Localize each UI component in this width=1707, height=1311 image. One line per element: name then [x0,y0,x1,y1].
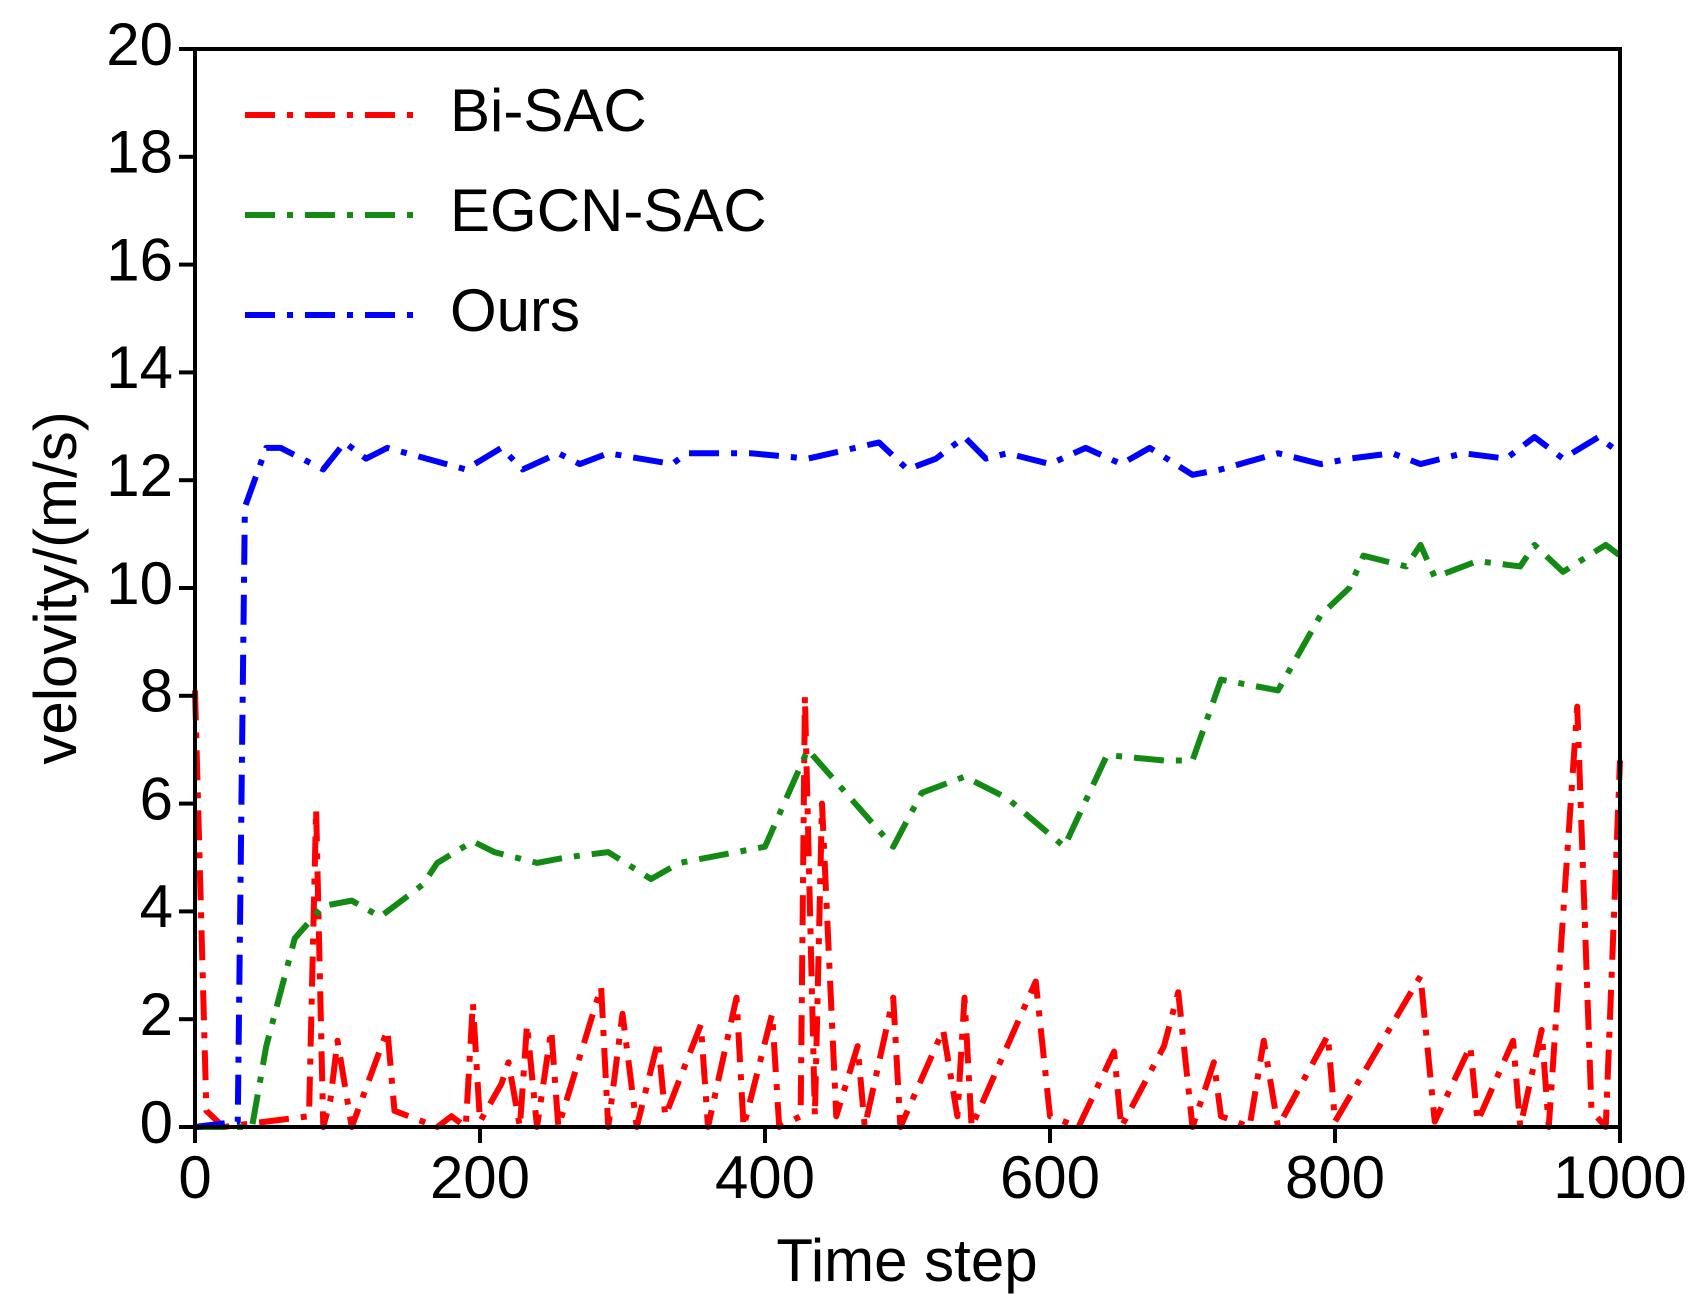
plot-frame [193,47,1622,1129]
legend-label: Ours [450,277,580,344]
y-tick-label: 6 [140,765,173,832]
series-line [194,434,1622,1130]
x-tick-label: 1000 [1553,1144,1686,1211]
y-tick-label: 10 [106,550,173,617]
y-tick-label: 0 [140,1089,173,1156]
legend-label: EGCN-SAC [450,177,767,244]
x-tick-label: 600 [1000,1144,1100,1211]
y-axis-label: velovity/(m/s) [22,411,89,764]
series-line [195,541,1622,1130]
x-axis-label: Time step [776,1227,1037,1294]
legend-label: Bi-SAC [450,77,647,144]
y-tick-label: 2 [140,981,173,1048]
y-tick-label: 8 [140,658,173,725]
y-tick-label: 16 [106,226,173,293]
y-tick-label: 14 [106,334,173,401]
y-tick-label: 18 [106,119,173,186]
x-tick-label: 0 [178,1144,211,1211]
y-tick-label: 12 [106,442,173,509]
series-line [192,690,1623,1130]
x-tick-label: 800 [1285,1144,1385,1211]
x-tick-label: 400 [715,1144,815,1211]
y-tick-label: 20 [106,11,173,78]
x-tick-label: 200 [430,1144,530,1211]
y-tick-label: 4 [140,873,173,940]
